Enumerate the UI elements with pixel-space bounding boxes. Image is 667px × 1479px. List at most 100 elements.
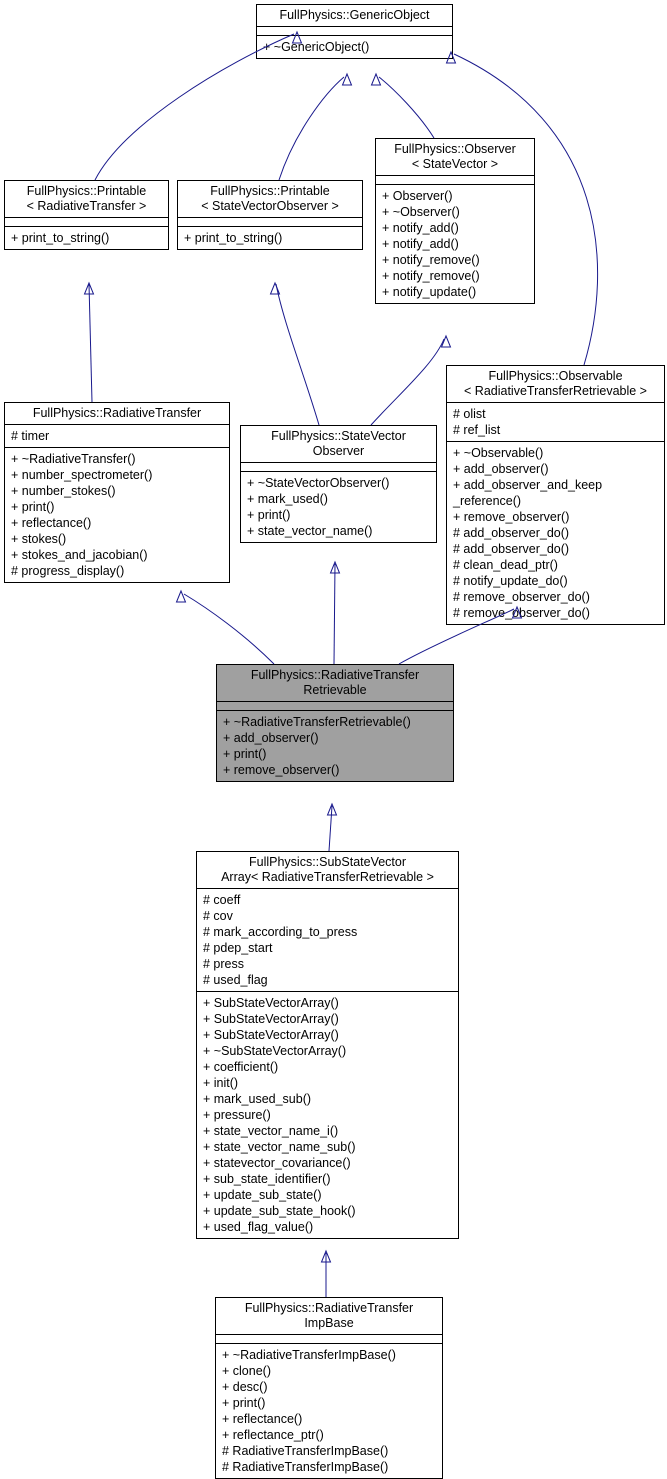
- class-attr: # mark_according_to_press: [203, 924, 452, 940]
- inheritance-edge: [89, 284, 92, 402]
- class-method: # add_observer_do(): [453, 541, 658, 557]
- class-method: + print_to_string(): [11, 230, 162, 246]
- class-attrs: [217, 702, 453, 711]
- class-title: FullPhysics::SubStateVectorArray< Radiat…: [197, 852, 458, 889]
- class-method: + state_vector_name_sub(): [203, 1139, 452, 1155]
- class-method: + print_to_string(): [184, 230, 356, 246]
- class-method: # add_observer_do(): [453, 525, 658, 541]
- class-attrs: [376, 176, 534, 185]
- class-method: # progress_display(): [11, 563, 223, 579]
- class-method: + number_stokes(): [11, 483, 223, 499]
- class-method: + ~SubStateVectorArray(): [203, 1043, 452, 1059]
- class-method: + clone(): [222, 1363, 436, 1379]
- class-method: + notify_add(): [382, 236, 528, 252]
- class-method: + remove_observer(): [223, 762, 447, 778]
- class-method: + pressure(): [203, 1107, 452, 1123]
- class-attrs: # coeff# cov# mark_according_to_press# p…: [197, 889, 458, 992]
- class-method: + update_sub_state(): [203, 1187, 452, 1203]
- class-method: + reflectance(): [222, 1411, 436, 1427]
- inheritance-arrowhead: [343, 74, 352, 85]
- class-title: FullPhysics::RadiativeTransferImpBase: [216, 1298, 442, 1335]
- class-method: + notify_add(): [382, 220, 528, 236]
- class-method: + coefficient(): [203, 1059, 452, 1075]
- class-method: + add_observer_and_keep _reference(): [453, 477, 658, 509]
- class-method: + print(): [223, 746, 447, 762]
- inheritance-arrowhead: [442, 336, 451, 347]
- class-method: + state_vector_name(): [247, 523, 430, 539]
- class-methods: + ~Observable()+ add_observer()+ add_obs…: [447, 442, 664, 624]
- class-method: # notify_update_do(): [453, 573, 658, 589]
- inheritance-arrowhead: [85, 283, 94, 294]
- class-method: + number_spectrometer(): [11, 467, 223, 483]
- class-attrs: [178, 218, 362, 227]
- class-attr: # timer: [11, 428, 223, 444]
- class-title: FullPhysics::Observer< StateVector >: [376, 139, 534, 176]
- class-title: FullPhysics::RadiativeTransfer: [5, 403, 229, 425]
- class-method: # RadiativeTransferImpBase(): [222, 1459, 436, 1475]
- class-method: + add_observer(): [223, 730, 447, 746]
- class-method: + reflectance_ptr(): [222, 1427, 436, 1443]
- class-method: + stokes(): [11, 531, 223, 547]
- inheritance-arrowhead: [331, 562, 340, 573]
- class-attr: # ref_list: [453, 422, 658, 438]
- class-node-generic: FullPhysics::GenericObject+ ~GenericObje…: [256, 4, 453, 59]
- class-method: + mark_used(): [247, 491, 430, 507]
- inheritance-arrowhead: [271, 283, 280, 294]
- class-method: + notify_remove(): [382, 268, 528, 284]
- inheritance-edge: [379, 77, 434, 138]
- class-attrs: [257, 27, 452, 36]
- class-node-printable_rt: FullPhysics::Printable< RadiativeTransfe…: [4, 180, 169, 250]
- class-attrs: [5, 218, 168, 227]
- class-methods: + ~GenericObject(): [257, 36, 452, 58]
- class-method: # RadiativeTransferImpBase(): [222, 1443, 436, 1459]
- class-method: + Observer(): [382, 188, 528, 204]
- class-node-ssva: FullPhysics::SubStateVectorArray< Radiat…: [196, 851, 459, 1239]
- class-methods: + ~StateVectorObserver()+ mark_used()+ p…: [241, 472, 436, 542]
- inheritance-edge: [329, 806, 332, 851]
- class-method: + print(): [247, 507, 430, 523]
- class-methods: + SubStateVectorArray()+ SubStateVectorA…: [197, 992, 458, 1238]
- class-title: FullPhysics::Printable< StateVectorObser…: [178, 181, 362, 218]
- class-attr: # coeff: [203, 892, 452, 908]
- inheritance-arrowhead: [177, 591, 186, 602]
- inheritance-arrowhead: [372, 74, 381, 85]
- class-attrs: # olist# ref_list: [447, 403, 664, 442]
- class-node-observable: FullPhysics::Observable< RadiativeTransf…: [446, 365, 665, 625]
- class-method: + update_sub_state_hook(): [203, 1203, 452, 1219]
- class-method: + ~RadiativeTransferRetrievable(): [223, 714, 447, 730]
- class-method: + init(): [203, 1075, 452, 1091]
- class-method: + reflectance(): [11, 515, 223, 531]
- class-attr: # used_flag: [203, 972, 452, 988]
- class-attr: # olist: [453, 406, 658, 422]
- inheritance-arrowhead: [322, 1251, 331, 1262]
- class-method: + state_vector_name_i(): [203, 1123, 452, 1139]
- class-node-rt: FullPhysics::RadiativeTransfer# timer+ ~…: [4, 402, 230, 583]
- class-method: + ~StateVectorObserver(): [247, 475, 430, 491]
- class-method: # remove_observer_do(): [453, 605, 658, 621]
- uml-diagram: FullPhysics::GenericObject+ ~GenericObje…: [4, 4, 663, 1459]
- class-method: + ~RadiativeTransfer(): [11, 451, 223, 467]
- inheritance-arrowhead: [328, 804, 337, 815]
- class-node-impbase: FullPhysics::RadiativeTransferImpBase+ ~…: [215, 1297, 443, 1479]
- class-method: + SubStateVectorArray(): [203, 995, 452, 1011]
- inheritance-edge: [334, 564, 335, 664]
- class-node-rtr: FullPhysics::RadiativeTransferRetrievabl…: [216, 664, 454, 782]
- class-method: + notify_remove(): [382, 252, 528, 268]
- class-method: + used_flag_value(): [203, 1219, 452, 1235]
- class-methods: + print_to_string(): [178, 227, 362, 249]
- class-method: # clean_dead_ptr(): [453, 557, 658, 573]
- inheritance-edge: [276, 284, 319, 425]
- class-method: + ~Observer(): [382, 204, 528, 220]
- class-node-printable_svo: FullPhysics::Printable< StateVectorObser…: [177, 180, 363, 250]
- class-methods: + ~RadiativeTransfer()+ number_spectrome…: [5, 448, 229, 582]
- class-title: FullPhysics::RadiativeTransferRetrievabl…: [217, 665, 453, 702]
- class-method: + sub_state_identifier(): [203, 1171, 452, 1187]
- class-method: # remove_observer_do(): [453, 589, 658, 605]
- class-method: + print(): [222, 1395, 436, 1411]
- inheritance-edge: [279, 77, 344, 180]
- class-attrs: [216, 1335, 442, 1344]
- class-method: + print(): [11, 499, 223, 515]
- class-method: + add_observer(): [453, 461, 658, 477]
- class-node-svo: FullPhysics::StateVectorObserver+ ~State…: [240, 425, 437, 543]
- class-method: + remove_observer(): [453, 509, 658, 525]
